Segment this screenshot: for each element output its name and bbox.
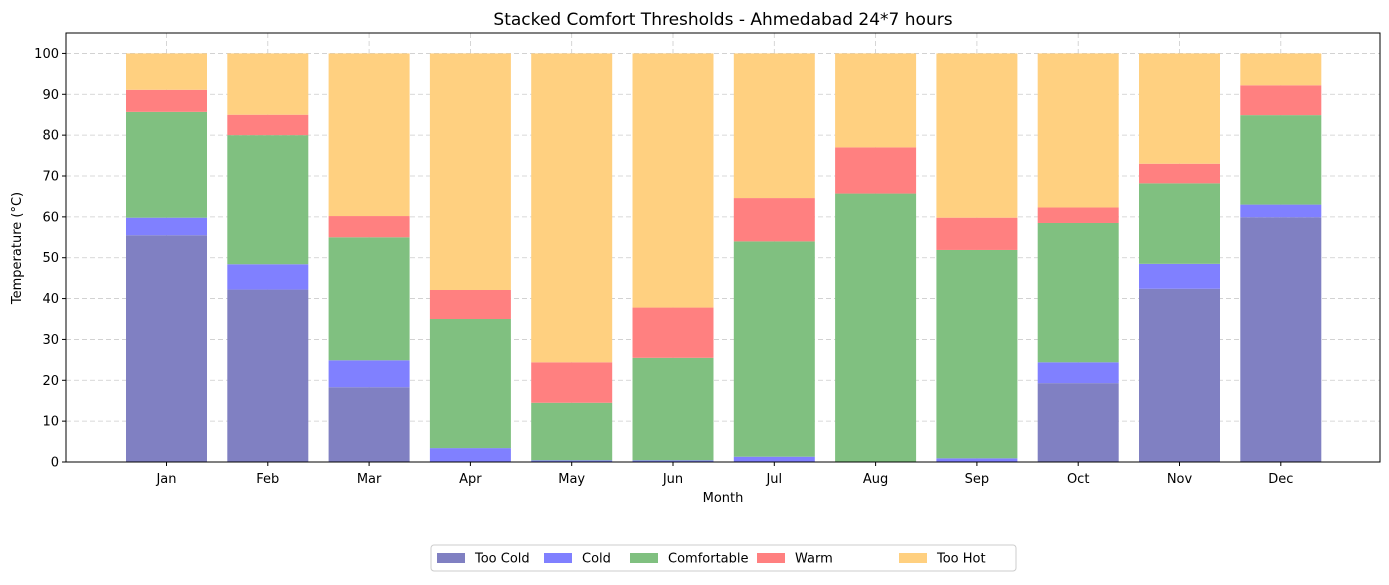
bar-comfortable-dec bbox=[1240, 115, 1321, 204]
y-axis: 0 10 20 30 40 50 60 70 80 90 100 bbox=[34, 47, 66, 471]
y-tick-label: 0 bbox=[51, 456, 59, 471]
bar-too-cold-oct bbox=[1038, 383, 1119, 462]
bar-cold-oct bbox=[1038, 362, 1119, 383]
legend-swatch-cold bbox=[544, 553, 572, 563]
bar-cold-apr bbox=[430, 448, 511, 462]
legend: Too Cold Cold Comfortable Warm Too Hot bbox=[431, 545, 1016, 571]
bar-too-hot-oct bbox=[1038, 53, 1119, 207]
x-tick-label-jan: Jan bbox=[155, 472, 176, 487]
y-tick-label: 10 bbox=[42, 415, 59, 430]
bar-warm-sep bbox=[936, 218, 1017, 250]
bar-comfortable-mar bbox=[329, 237, 410, 360]
bar-comfortable-sep bbox=[936, 250, 1017, 458]
x-tick-label-oct: Oct bbox=[1067, 472, 1089, 487]
bar-too-cold-jan bbox=[126, 235, 207, 462]
y-tick-label: 50 bbox=[42, 251, 59, 266]
y-tick-label: 30 bbox=[42, 333, 59, 348]
bar-too-hot-jul bbox=[734, 53, 815, 198]
x-tick-label-nov: Nov bbox=[1167, 472, 1193, 487]
legend-label-too-hot: Too Hot bbox=[936, 552, 986, 567]
bar-comfortable-jun bbox=[633, 358, 714, 461]
bar-comfortable-aug bbox=[835, 194, 916, 462]
bar-warm-may bbox=[531, 362, 612, 402]
bar-cold-jan bbox=[126, 218, 207, 236]
bar-comfortable-oct bbox=[1038, 223, 1119, 362]
bar-too-cold-dec bbox=[1240, 217, 1321, 462]
chart-title: Stacked Comfort Thresholds - Ahmedabad 2… bbox=[493, 10, 952, 30]
legend-label-too-cold: Too Cold bbox=[474, 552, 530, 567]
y-tick-label: 90 bbox=[42, 88, 59, 103]
legend-label-comfortable: Comfortable bbox=[668, 552, 749, 567]
x-tick-label-dec: Dec bbox=[1268, 472, 1293, 487]
x-axis-label: Month bbox=[703, 491, 744, 506]
bar-comfortable-may bbox=[531, 403, 612, 461]
bar-comfortable-jan bbox=[126, 112, 207, 218]
y-tick-label: 70 bbox=[42, 170, 59, 185]
bar-warm-aug bbox=[835, 147, 916, 193]
x-tick-label-mar: Mar bbox=[357, 472, 382, 487]
bar-warm-jan bbox=[126, 90, 207, 112]
bar-warm-jun bbox=[633, 308, 714, 358]
bar-cold-jul bbox=[734, 457, 815, 462]
y-tick-label: 80 bbox=[42, 129, 59, 144]
x-tick-label-sep: Sep bbox=[965, 472, 990, 487]
bar-comfortable-feb bbox=[227, 135, 308, 264]
bar-warm-feb bbox=[227, 115, 308, 135]
x-axis: Jan Feb Mar Apr May Jun Jul Aug Sep Oct Nov Dec bbox=[155, 462, 1293, 487]
bar-too-cold-mar bbox=[329, 387, 410, 462]
x-tick-label-feb: Feb bbox=[256, 472, 279, 487]
bar-too-hot-sep bbox=[936, 53, 1017, 217]
bar-too-hot-may bbox=[531, 53, 612, 362]
bar-warm-apr bbox=[430, 290, 511, 319]
legend-swatch-warm bbox=[757, 553, 785, 563]
y-axis-label: Temperature (°C) bbox=[10, 192, 25, 305]
bar-too-hot-dec bbox=[1240, 53, 1321, 85]
bar-too-cold-nov bbox=[1139, 289, 1220, 462]
bar-cold-sep bbox=[936, 458, 1017, 462]
legend-swatch-too-cold bbox=[437, 553, 465, 563]
legend-label-cold: Cold bbox=[582, 552, 611, 567]
bar-warm-oct bbox=[1038, 207, 1119, 223]
bar-too-hot-feb bbox=[227, 53, 308, 114]
bar-warm-nov bbox=[1139, 164, 1220, 184]
legend-swatch-too-hot bbox=[899, 553, 927, 563]
x-tick-label-may: May bbox=[558, 472, 585, 487]
bar-cold-nov bbox=[1139, 264, 1220, 289]
bar-cold-dec bbox=[1240, 205, 1321, 218]
bar-too-cold-feb bbox=[227, 290, 308, 462]
bar-comfortable-nov bbox=[1139, 183, 1220, 263]
bar-warm-dec bbox=[1240, 85, 1321, 115]
x-tick-label-apr: Apr bbox=[459, 472, 482, 487]
x-tick-label-aug: Aug bbox=[863, 472, 888, 487]
y-tick-label: 20 bbox=[42, 374, 59, 389]
bar-too-hot-apr bbox=[430, 53, 511, 290]
bar-comfortable-apr bbox=[430, 319, 511, 448]
bar-too-hot-mar bbox=[329, 53, 410, 216]
x-tick-label-jun: Jun bbox=[662, 472, 683, 487]
y-tick-label: 60 bbox=[42, 210, 59, 225]
bar-cold-feb bbox=[227, 264, 308, 289]
bar-too-hot-aug bbox=[835, 53, 916, 147]
bar-too-hot-jan bbox=[126, 53, 207, 89]
legend-swatch-comfortable bbox=[630, 553, 658, 563]
bar-cold-mar bbox=[329, 360, 410, 387]
bar-warm-mar bbox=[329, 216, 410, 237]
bar-warm-jul bbox=[734, 198, 815, 241]
y-tick-label: 100 bbox=[34, 47, 59, 62]
legend-label-warm: Warm bbox=[795, 552, 833, 567]
bar-too-hot-jun bbox=[633, 53, 714, 307]
x-tick-label-jul: Jul bbox=[765, 472, 782, 487]
y-tick-label: 40 bbox=[42, 292, 59, 307]
bar-comfortable-jul bbox=[734, 241, 815, 456]
bar-too-hot-nov bbox=[1139, 53, 1220, 163]
